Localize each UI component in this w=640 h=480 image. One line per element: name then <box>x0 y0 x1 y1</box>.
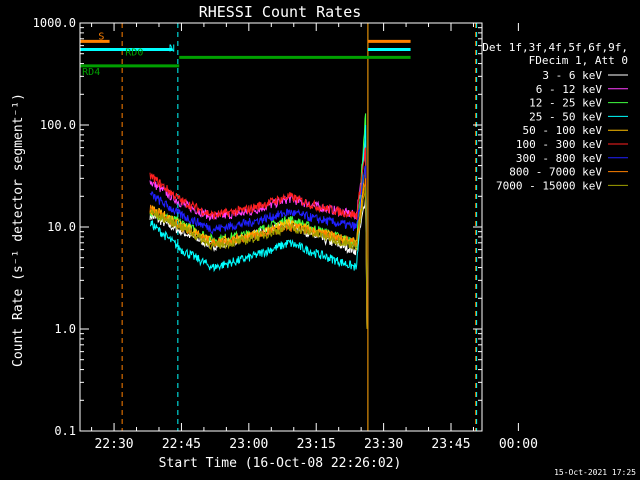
series-line-2 <box>149 113 368 330</box>
x-tick-label-2: 23:00 <box>229 437 268 452</box>
y-tick-label-2: 10.0 <box>47 220 76 234</box>
x-tick-label-3: 23:15 <box>297 437 336 452</box>
y-axis-label: Count Rate (s⁻¹ detector segment⁻¹) <box>11 93 26 367</box>
series-line-8 <box>149 186 368 330</box>
axis-ticks: 0.1 1.0 10.0 100.0 1000.0 22:30 22:45 23:00 23:1… <box>33 16 538 452</box>
series-line-6 <box>149 165 368 330</box>
x-tick-label-6: 00:00 <box>499 437 538 452</box>
legend-entry-label-2: 12 - 25 keV <box>529 97 602 110</box>
flag-label-rd4: RD4 <box>82 67 100 78</box>
legend-entry-label-5: 100 - 300 keV <box>516 138 602 151</box>
x-axis-label: Start Time (16-Oct-08 22:26:02) <box>159 456 402 471</box>
series-line-3 <box>149 124 368 330</box>
flag-label-s: S <box>98 31 104 42</box>
series-line-4 <box>149 163 368 330</box>
legend-entry-label-1: 6 - 12 keV <box>536 83 603 96</box>
x-tick-label-5: 23:45 <box>431 437 470 452</box>
legend-entry-label-6: 300 - 800 keV <box>516 152 602 165</box>
y-tick-label-4: 1000.0 <box>33 16 76 30</box>
series-line-5 <box>149 147 368 330</box>
flag-label-n: N <box>169 43 175 54</box>
x-tick-label-0: 22:30 <box>94 437 133 452</box>
legend-entry-label-7: 800 - 7000 keV <box>509 166 602 179</box>
legend-header-line-1: Det 1f,3f,4f,5f,6f,9f, <box>482 41 628 54</box>
legend-entry-label-8: 7000 - 15000 keV <box>496 179 602 192</box>
y-tick-label-1: 1.0 <box>54 322 76 336</box>
plot-data: S N RD0 RD4 <box>79 23 478 431</box>
legend-entry-label-0: 3 - 6 keV <box>542 69 602 82</box>
legend: Det 1f,3f,4f,5f,6f,9f, FDecim 1, Att 0 3… <box>482 41 628 192</box>
flag-label-rd0: RD0 <box>125 47 143 58</box>
legend-entry-label-4: 50 - 100 keV <box>523 124 603 137</box>
y-tick-label-3: 100.0 <box>40 118 76 132</box>
legend-header-line-2: FDecim 1, Att 0 <box>529 54 628 67</box>
legend-entry-label-3: 25 - 50 keV <box>529 110 602 123</box>
x-tick-label-1: 22:45 <box>162 437 201 452</box>
chart-title: RHESSI Count Rates <box>199 3 362 21</box>
footer-date: 15-Oct-2021 17:25 <box>554 468 636 477</box>
y-tick-label-0: 0.1 <box>54 424 76 438</box>
x-tick-label-4: 23:30 <box>364 437 403 452</box>
